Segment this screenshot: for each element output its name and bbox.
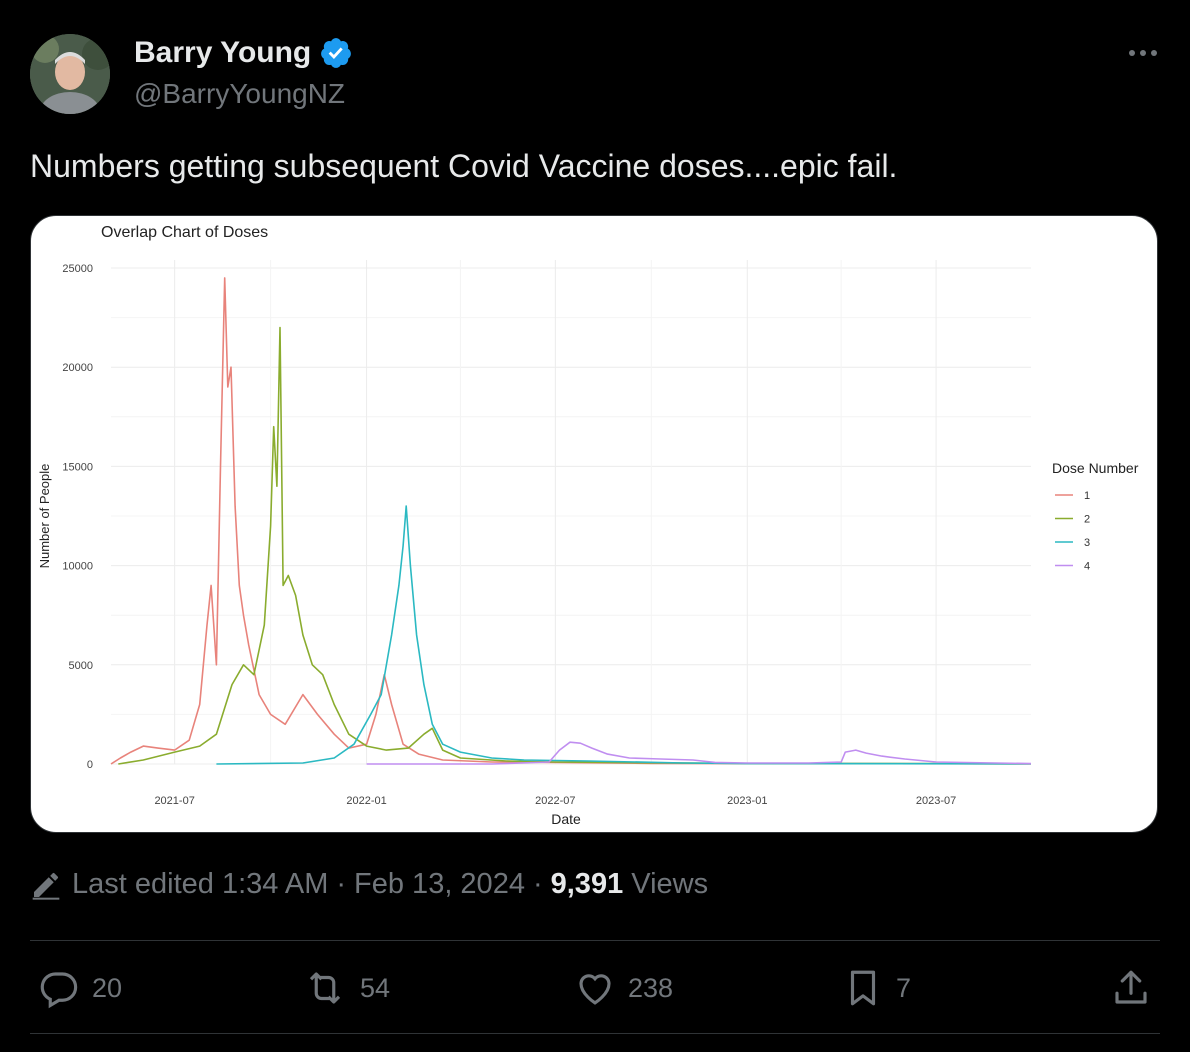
legend-title: Dose Number <box>1052 460 1139 476</box>
share-button[interactable] <box>1110 960 1152 1016</box>
edit-pencil-icon[interactable] <box>30 869 62 901</box>
verified-badge-icon <box>321 38 352 68</box>
chart-ylabel: Number of People <box>37 464 52 569</box>
y-tick-label: 5000 <box>69 660 93 672</box>
x-tick-label: 2023-07 <box>916 795 956 807</box>
meta-separator: · <box>532 868 543 900</box>
chart-grid <box>111 260 1031 765</box>
more-options-button[interactable] <box>1124 40 1164 66</box>
repost-button[interactable]: 54 <box>302 960 390 1016</box>
tweet-date[interactable]: Feb 13, 2024 <box>354 868 525 900</box>
legend-label-dose-3: 3 <box>1084 537 1090 549</box>
chart-legend: Dose Number 1 2 3 4 <box>1052 460 1139 573</box>
views-label: Views <box>631 868 709 900</box>
share-icon <box>1115 970 1147 1004</box>
heart-icon <box>579 974 611 1005</box>
dose-chart: Overlap Chart of Doses Number of People … <box>37 224 1139 827</box>
repost-count: 54 <box>360 972 391 1003</box>
x-tick-label: 2022-07 <box>535 795 575 807</box>
y-tick-label: 0 <box>87 759 93 771</box>
divider-bottom <box>30 1033 1160 1034</box>
series-line-dose-2 <box>118 326 1032 765</box>
y-tick-label: 10000 <box>62 561 93 573</box>
bookmark-icon <box>850 970 876 1006</box>
author-name[interactable]: Barry Young <box>134 36 312 69</box>
x-tick-label: 2023-01 <box>727 795 767 807</box>
more-dots-icon <box>1129 50 1157 56</box>
reply-count: 20 <box>92 972 123 1003</box>
chart-title: Overlap Chart of Doses <box>101 224 268 241</box>
y-tick-label: 20000 <box>62 362 93 374</box>
x-tick-label: 2022-01 <box>346 795 386 807</box>
like-count: 238 <box>628 972 674 1003</box>
chart-series <box>110 277 1032 765</box>
reply-button[interactable]: 20 <box>38 960 122 1016</box>
bookmark-count: 7 <box>896 972 912 1003</box>
meta-separator: · <box>336 868 347 900</box>
x-tick-labels: 2021-07 2022-01 2022-07 2023-01 2023-07 <box>154 795 956 807</box>
reply-icon <box>40 972 78 1009</box>
tweet-media[interactable]: Overlap Chart of Doses Number of People … <box>30 215 1158 833</box>
repost-icon <box>309 972 341 1004</box>
y-tick-label: 15000 <box>62 461 93 473</box>
x-tick-label: 2021-07 <box>154 795 194 807</box>
y-tick-labels: 0 5000 10000 15000 20000 25000 <box>62 263 93 771</box>
divider-top <box>30 940 1160 941</box>
tweet-time[interactable]: 1:34 AM <box>221 868 329 900</box>
edited-label[interactable]: Last edited <box>72 868 214 900</box>
legend-label-dose-4: 4 <box>1084 561 1090 573</box>
tweet-meta: Last edited 1:34 AM · Feb 13, 2024 · 9,391 V… <box>30 868 708 901</box>
avatar[interactable] <box>30 34 110 114</box>
legend-label-dose-1: 1 <box>1084 490 1090 502</box>
y-tick-label: 25000 <box>62 263 93 275</box>
author-name-row[interactable]: Barry Young <box>134 36 353 70</box>
tweet-actions: 20 54 238 7 <box>30 960 1160 1020</box>
avatar-image <box>30 34 110 114</box>
series-line-dose-4 <box>366 741 1032 765</box>
tweet-text: Numbers getting subsequent Covid Vaccine… <box>30 148 898 184</box>
like-button[interactable]: 238 <box>574 960 673 1016</box>
chart-xlabel: Date <box>551 811 581 827</box>
series-line-dose-1 <box>110 277 1032 765</box>
series-line-dose-3 <box>216 505 1032 765</box>
legend-label-dose-2: 2 <box>1084 514 1090 526</box>
author-handle[interactable]: @BarryYoungNZ <box>134 78 346 109</box>
bookmark-button[interactable]: 7 <box>842 960 911 1016</box>
views-count: 9,391 <box>550 868 624 900</box>
